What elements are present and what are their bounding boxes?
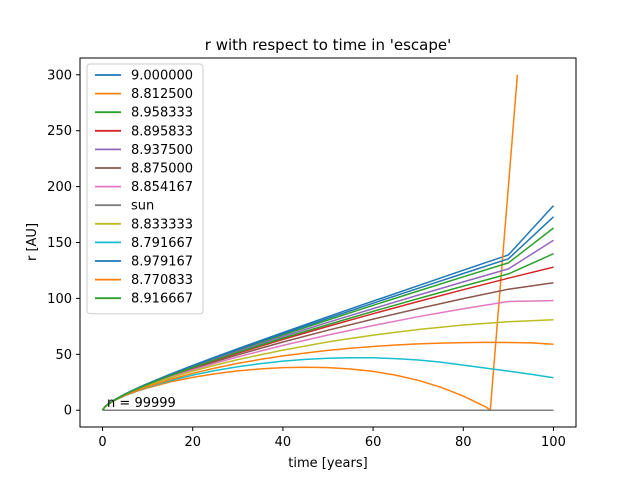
legend-label: 8.770833 [131,273,193,288]
legend-box [86,63,204,315]
x-tick-label: 0 [98,435,106,450]
y-tick-label: 150 [47,236,72,251]
series-line-12 [101,253,554,411]
x-axis: 0 20 40 60 80 100 [98,427,566,450]
legend: 9.000000 8.812500 8.958333 8.895833 8.937500… [86,63,204,315]
chart-title: r with respect to time in 'escape' [205,36,451,54]
x-tick-label: 60 [365,435,382,450]
legend-label: 8.875000 [131,162,193,177]
y-tick-label: 0 [64,404,72,419]
x-tick-label: 80 [455,435,472,450]
series-layer [101,74,555,411]
legend-label: sun [131,199,154,214]
y-tick-label: 100 [47,292,72,307]
legend-label: 8.937500 [131,143,193,158]
y-tick-label: 50 [55,348,72,363]
legend-label: 8.854167 [131,180,193,195]
y-axis: 0 50 100 150 200 250 300 [47,68,80,419]
legend-label: 8.791667 [131,236,193,251]
y-tick-label: 300 [47,68,72,83]
y-axis-label: r [AU] [25,223,40,261]
legend-label: 9.000000 [131,69,193,84]
legend-label: 8.895833 [131,124,193,139]
y-tick-label: 200 [47,180,72,195]
legend-label: 8.979167 [131,255,193,270]
y-tick-label: 250 [47,124,72,139]
legend-label: 8.812500 [131,87,193,102]
x-tick-label: 20 [184,435,201,450]
x-tick-label: 100 [541,435,566,450]
x-tick-label: 40 [275,435,292,450]
annotation-n: n = 99999 [107,396,176,411]
legend-label: 8.916667 [131,292,193,307]
legend-label: 8.833333 [131,217,193,232]
x-axis-label: time [years] [288,456,367,471]
legend-label: 8.958333 [131,106,193,121]
